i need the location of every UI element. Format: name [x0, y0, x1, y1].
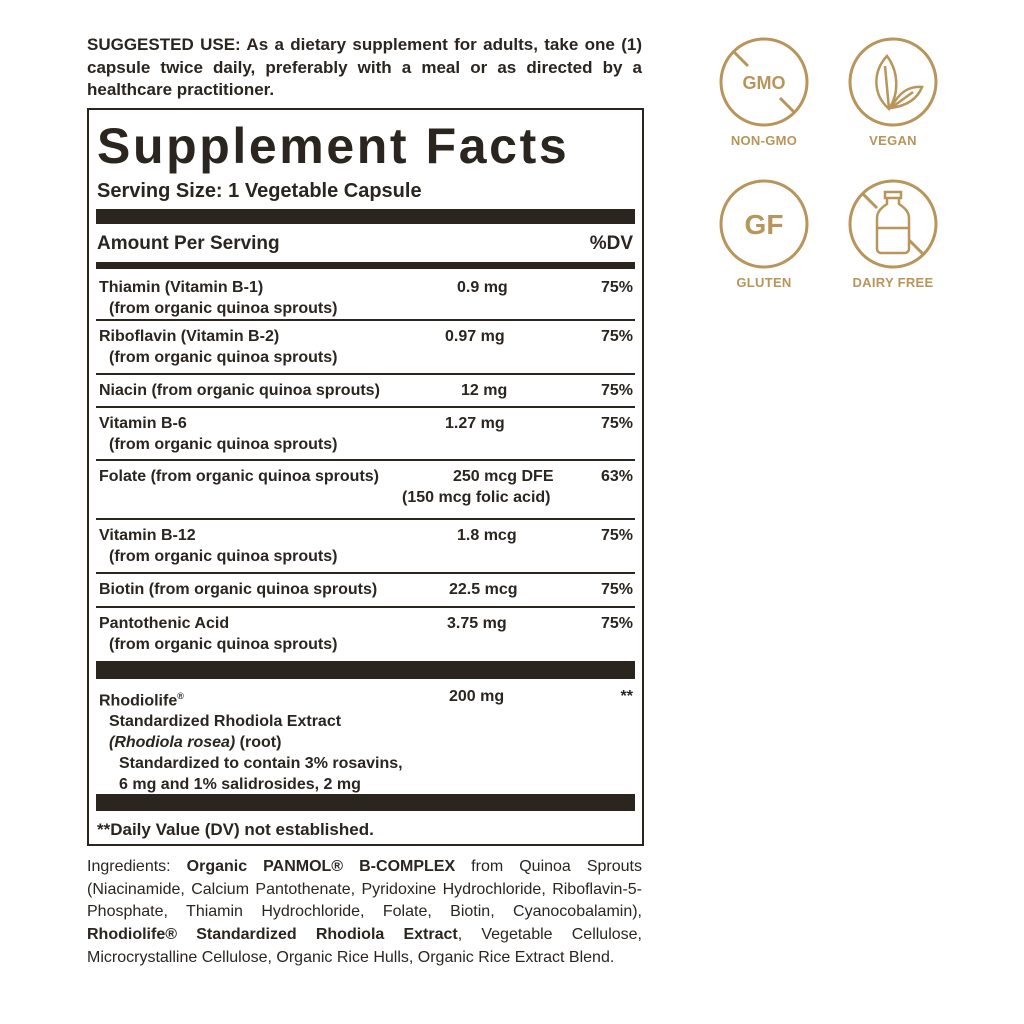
badge-label: VEGAN [869, 133, 917, 148]
suggested-use: SUGGESTED USE: As a dietary supplement f… [87, 34, 642, 102]
nutrient-name: Folate (from organic quinoa sprouts) [99, 468, 380, 485]
nutrient-amount: 0.97 mg [445, 328, 505, 345]
row-divider [96, 572, 635, 574]
leaf-icon [848, 37, 938, 127]
nutrient-amount: 250 mcg DFE [453, 468, 554, 485]
nutrient-row: Biotin (from organic quinoa sprouts) [99, 579, 377, 600]
nutrient-dv: 75% [600, 581, 633, 598]
suggested-use-text: As a dietary supplement for adults, take… [87, 35, 642, 99]
nutrient-row: Thiamin (Vitamin B-1) (from organic quino… [99, 277, 337, 319]
footnote: **Daily Value (DV) not established. [97, 820, 374, 839]
supplement-facts-panel: Supplement Facts Serving Size: 1 Vegetab… [87, 108, 644, 846]
nutrient-amount: 1.27 mg [445, 415, 505, 432]
badge-non-gmo: GMO NON-GMO [704, 36, 824, 148]
ingredient-text: from Quinoa Sprouts (Niacinamide, Calciu… [87, 858, 643, 921]
nutrient-dv: 75% [600, 279, 633, 296]
row-divider [96, 406, 635, 408]
nutrient-source: (from organic quinoa sprouts) [109, 349, 338, 366]
nutrient-name: Vitamin B-12 [99, 527, 196, 544]
gluten-free-icon: GF [719, 179, 809, 269]
nutrient-amount: 0.9 mg [457, 279, 508, 296]
badge-label: DAIRY FREE [852, 275, 934, 290]
nutrient-row: Niacin (from organic quinoa sprouts) [99, 380, 380, 401]
svg-text:GF: GF [745, 209, 784, 240]
nutrient-source: (from organic quinoa sprouts) [109, 436, 338, 453]
badge-label: GLUTEN [736, 275, 792, 290]
nutrient-row: Vitamin B-6 (from organic quinoa sprouts) [99, 413, 337, 455]
ingredients: Ingredients: Organic PANMOL® B-COMPLEX f… [87, 856, 642, 970]
nutrient-name: Niacin (from organic quinoa sprouts) [99, 382, 380, 399]
nutrient-row: Folate (from organic quinoa sprouts) [99, 466, 379, 487]
nutrient-row: Vitamin B-12 (from organic quinoa sprouts… [99, 525, 337, 567]
badge-vegan: VEGAN [833, 36, 953, 148]
rhodio-line: Standardized Rhodiola Extract [109, 713, 342, 731]
ingredients-label: Ingredients: [87, 858, 187, 875]
nutrient-name: Thiamin (Vitamin B-1) [99, 279, 264, 296]
panel-title: Supplement Facts [97, 118, 570, 174]
ingredient-text: , Vegetable Cellulose, Microcrystalline … [87, 926, 643, 966]
rhodio-part: (root) [235, 734, 282, 752]
nutrient-source: (from organic quinoa sprouts) [109, 548, 338, 565]
ingredient-bold: Rhodiolife® Standardized Rhodiola Extrac… [87, 926, 458, 944]
divider-thick [96, 794, 635, 811]
row-divider [96, 319, 635, 321]
rhodio-latin: (Rhodiola rosea) [109, 734, 236, 752]
divider-thick [96, 661, 635, 679]
nutrient-name: Biotin (from organic quinoa sprouts) [99, 581, 378, 598]
serving-size: Serving Size: 1 Vegetable Capsule [97, 180, 422, 202]
nutrient-amount: 3.75 mg [447, 615, 507, 632]
rhodio-amount: 200 mg [449, 688, 505, 705]
dairy-free-bottle-icon [848, 179, 938, 269]
row-divider [96, 459, 635, 461]
nutrient-row: Riboflavin (Vitamin B-2) (from organic qu… [99, 326, 337, 368]
rhodio-line: 6 mg and 1% salidrosides, 2 mg [119, 776, 361, 794]
suggested-use-label: SUGGESTED USE: [87, 35, 241, 54]
badge-gluten-free: GF GLUTEN [704, 178, 824, 290]
nutrient-name: Pantothenic Acid [99, 615, 230, 632]
nutrient-source: (from organic quinoa sprouts) [109, 636, 338, 653]
rhodio-name: Rhodiolife [99, 692, 178, 710]
divider-medium [96, 262, 635, 269]
badge-label: NON-GMO [730, 133, 798, 148]
nutrient-name: Vitamin B-6 [99, 415, 187, 432]
rhodio-line: Standardized to contain 3% rosavins, [119, 755, 403, 773]
row-divider [96, 518, 635, 520]
rhodio-line: (Rhodiola rosea) (root) [99, 732, 403, 753]
nutrient-amount: 1.8 mcg [457, 527, 517, 544]
nutrient-source: (from organic quinoa sprouts) [109, 300, 338, 317]
rhodio-dv: ** [620, 688, 633, 705]
nutrient-dv: 75% [600, 615, 633, 632]
nutrient-dv: 75% [600, 328, 633, 345]
nutrient-amount-detail: (150 mcg folic acid) [402, 489, 551, 506]
nutrient-name: Riboflavin (Vitamin B-2) [99, 328, 280, 345]
row-divider [96, 373, 635, 375]
nutrient-dv: 75% [600, 415, 633, 432]
nutrient-row: Pantothenic Acid (from organic quinoa spr… [99, 613, 337, 655]
dv-header: %DV [589, 233, 633, 254]
non-gmo-icon: GMO [719, 37, 809, 127]
ingredient-bold: Organic PANMOL® B-COMPLEX [186, 858, 456, 875]
nutrient-dv: 63% [600, 468, 633, 485]
svg-text:GMO: GMO [743, 73, 786, 93]
row-divider [96, 606, 635, 608]
nutrient-dv: 75% [600, 527, 633, 544]
reg-mark: ® [177, 691, 184, 701]
nutrient-dv: 75% [600, 382, 633, 399]
divider-thick [96, 209, 635, 224]
nutrient-amount: 12 mg [461, 382, 508, 399]
amount-header: Amount Per Serving [97, 233, 280, 254]
rhodiolife-row: Rhodiolife® Standardized Rhodiola Extrac… [99, 686, 403, 795]
badge-dairy-free: DAIRY FREE [833, 178, 953, 290]
nutrient-amount: 22.5 mcg [449, 581, 518, 598]
